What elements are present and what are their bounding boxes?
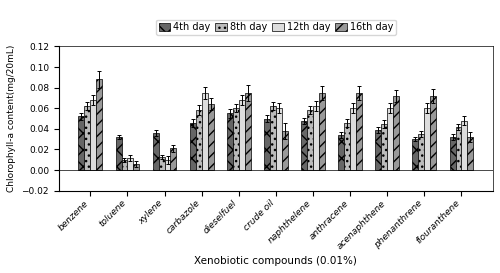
Bar	[418, 134, 424, 170]
Bar	[382, 124, 387, 170]
Bar	[276, 108, 282, 170]
Bar	[84, 106, 90, 170]
Bar	[264, 118, 270, 170]
Bar	[233, 108, 239, 170]
Bar	[456, 127, 462, 170]
Bar	[164, 160, 170, 170]
Bar	[307, 110, 313, 170]
Y-axis label: Chlorophyll-a content(mg/20mL): Chlorophyll-a content(mg/20mL)	[7, 45, 16, 192]
Bar	[393, 96, 399, 170]
Bar	[134, 164, 140, 170]
Bar	[116, 137, 121, 170]
Bar	[152, 133, 158, 170]
Bar	[376, 130, 382, 170]
Bar	[170, 149, 176, 170]
Bar	[468, 137, 473, 170]
Bar	[450, 137, 456, 170]
Bar	[227, 113, 233, 170]
Bar	[190, 123, 196, 170]
Bar	[244, 93, 250, 170]
Bar	[78, 117, 84, 170]
Bar	[350, 108, 356, 170]
Bar	[387, 108, 393, 170]
Bar	[282, 131, 288, 170]
Bar	[202, 93, 207, 170]
Bar	[462, 121, 468, 170]
Bar	[338, 135, 344, 170]
Bar	[430, 96, 436, 170]
Legend: 4th day, 8th day, 12th day, 16th day: 4th day, 8th day, 12th day, 16th day	[156, 20, 396, 35]
Bar	[122, 160, 128, 170]
Bar	[208, 104, 214, 170]
Bar	[158, 157, 164, 170]
Bar	[90, 100, 96, 170]
X-axis label: Xenobiotic compounds (0.01%): Xenobiotic compounds (0.01%)	[194, 256, 358, 266]
Bar	[356, 93, 362, 170]
Bar	[239, 100, 244, 170]
Bar	[344, 123, 350, 170]
Bar	[196, 110, 202, 170]
Bar	[313, 106, 319, 170]
Bar	[424, 108, 430, 170]
Bar	[301, 121, 307, 170]
Bar	[128, 158, 134, 170]
Bar	[270, 106, 276, 170]
Bar	[412, 139, 418, 170]
Bar	[319, 93, 325, 170]
Bar	[96, 79, 102, 170]
